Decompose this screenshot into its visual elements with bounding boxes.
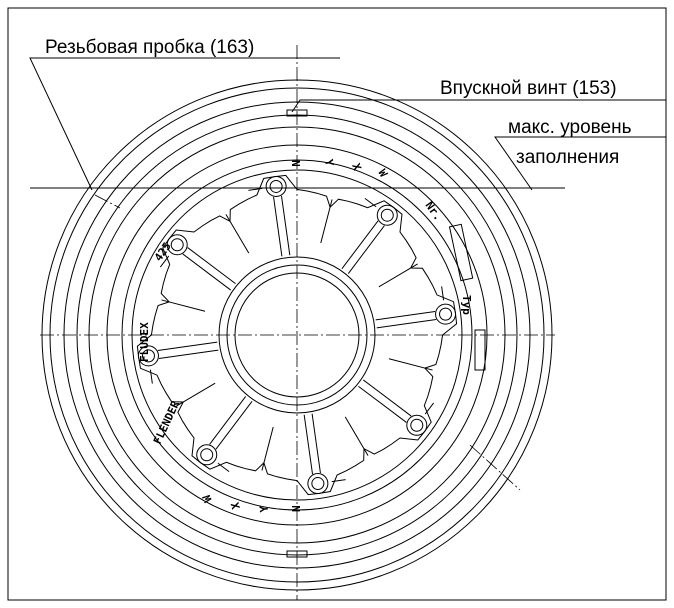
page: {"labels": {"threaded_plug": "Резьбовая … [0,0,674,608]
bolt [270,180,282,192]
bolt [436,304,456,324]
spoke [376,312,435,320]
label-inlet: Впускной винт (153) [440,78,617,99]
engraving: X [229,500,243,510]
label-level: заполнения [516,147,619,168]
bolt [407,415,427,435]
drawing: Резьбовая пробка (163) Впускной винт (15… [0,0,674,608]
rib [321,199,332,243]
bolt [197,445,217,465]
spoke [363,380,411,416]
engraving: Y [322,158,336,167]
label-level: макс. уровень [508,117,632,138]
label-plug: Резьбовая пробка (163) [45,37,254,58]
bolt [377,205,397,225]
rib [389,359,433,370]
tick [248,188,262,190]
engraving: Typ [460,295,473,315]
spoke [281,196,289,255]
tick [332,480,346,482]
spoke [377,319,436,327]
engraving: W [375,167,390,180]
engraving: Nr. [423,199,445,223]
spoke [304,415,312,474]
bolt [171,239,183,251]
spoke [216,401,252,449]
bolt [266,176,286,196]
bolt [312,478,324,490]
leader-inlet [292,100,666,112]
engraving: 425 [152,240,174,264]
spoke [183,254,231,290]
spoke [342,221,378,269]
rib [262,427,273,471]
bolt [201,449,213,461]
tick [218,463,229,471]
rib [226,214,249,253]
center-line [95,195,120,208]
bolt [411,419,423,431]
engraving: W [200,492,215,504]
spoke [188,248,236,284]
bolt [381,209,393,221]
rib [379,264,418,287]
spoke [158,342,217,350]
engraving: N [290,505,303,512]
spoke [210,396,246,444]
engraving: FLENDER [151,398,183,446]
engraving: N [289,160,302,167]
tick [365,198,376,206]
spoke [348,226,384,274]
spoke [312,414,320,473]
rib [176,383,215,406]
bolt [440,308,452,320]
spoke [159,350,218,358]
tick [442,286,444,300]
spoke [358,386,406,422]
nameplate [475,330,485,370]
tick [150,370,152,384]
coupling [40,45,555,600]
spoke [274,197,282,256]
rib [345,417,368,456]
engraving: FLUDEX [138,322,151,362]
bolt [308,474,328,494]
nameplate [450,224,473,280]
rib [161,300,205,311]
tick [425,403,433,414]
